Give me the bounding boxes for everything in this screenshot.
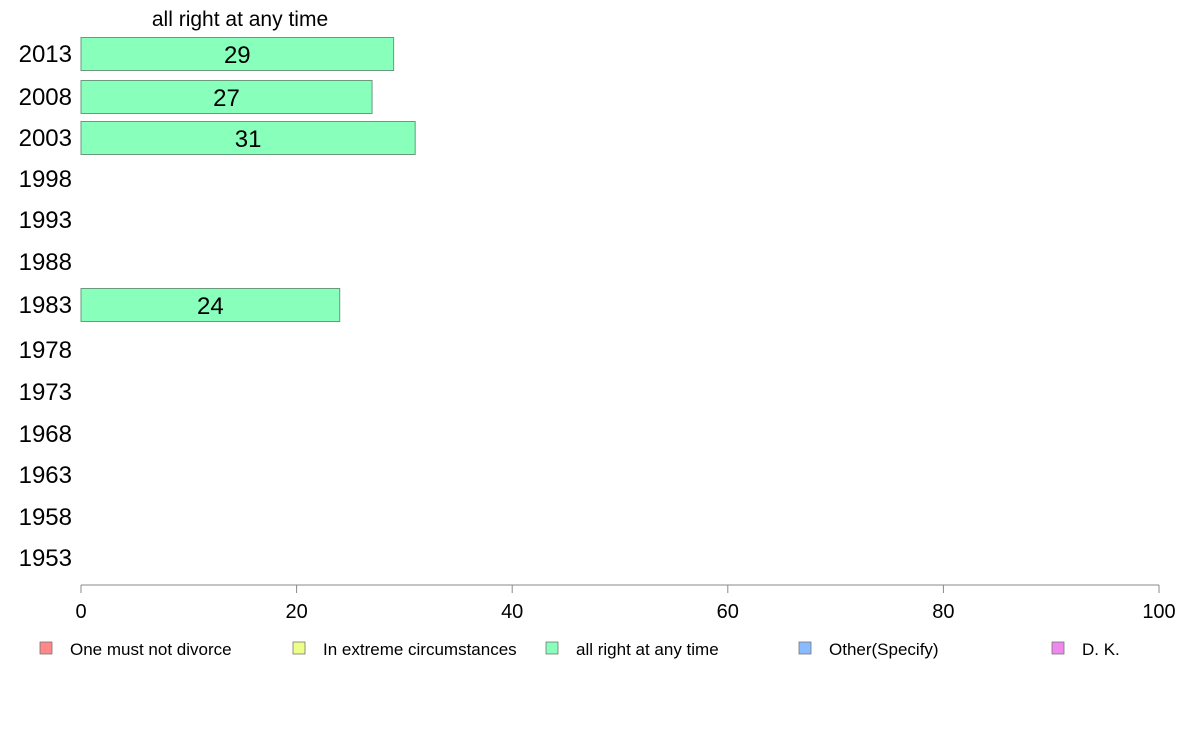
y-tick-label: 2013	[19, 41, 72, 68]
legend-label: all right at any time	[576, 640, 719, 659]
x-tick-label: 60	[717, 601, 739, 623]
x-tick-label: 80	[932, 601, 954, 623]
legend-swatch	[1051, 641, 1065, 655]
y-tick-label: 1973	[19, 379, 72, 406]
y-tick-label: 1993	[19, 207, 72, 234]
legend-swatch	[545, 641, 559, 655]
bar-1983	[80, 288, 341, 322]
x-tick-label: 0	[75, 601, 86, 623]
legend-label: D. K.	[1082, 640, 1120, 659]
x-axis: 0 20 40 60 80 100	[75, 584, 1176, 623]
y-tick-label: 1968	[19, 421, 72, 448]
y-tick-label: 1953	[19, 545, 72, 572]
bar-2008	[80, 80, 373, 114]
y-tick-label: 1998	[19, 166, 72, 193]
y-tick-label: 1983	[19, 292, 72, 319]
y-tick-label: 1958	[19, 504, 72, 531]
x-tick-label: 20	[285, 601, 307, 623]
bar-2003	[80, 121, 416, 155]
y-tick-label: 2008	[19, 84, 72, 111]
bar-2013	[80, 37, 395, 71]
legend-label: In extreme circumstances	[323, 640, 517, 659]
legend-swatch	[798, 641, 812, 655]
legend-label: Other(Specify)	[829, 640, 939, 659]
legend-swatch	[39, 641, 53, 655]
y-tick-label: 1963	[19, 462, 72, 489]
data-label-1983: 24	[197, 293, 224, 320]
data-label-2013: 29	[224, 42, 251, 69]
data-label-2008: 27	[213, 85, 240, 112]
y-tick-label: 1988	[19, 249, 72, 276]
data-label-2003: 31	[235, 126, 262, 153]
y-tick-label: 2003	[19, 125, 72, 152]
y-tick-label: 1978	[19, 337, 72, 364]
legend-swatch	[292, 641, 306, 655]
x-tick-label: 100	[1142, 601, 1175, 623]
legend: One must not divorce In extreme circumsta…	[39, 640, 1120, 659]
chart-title: all right at any time	[152, 8, 328, 31]
x-tick-label: 40	[501, 601, 523, 623]
legend-label: One must not divorce	[70, 640, 232, 659]
